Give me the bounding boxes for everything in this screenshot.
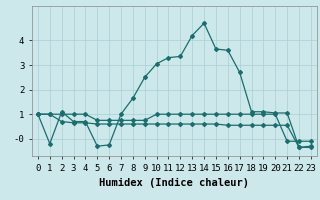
X-axis label: Humidex (Indice chaleur): Humidex (Indice chaleur): [100, 178, 249, 188]
